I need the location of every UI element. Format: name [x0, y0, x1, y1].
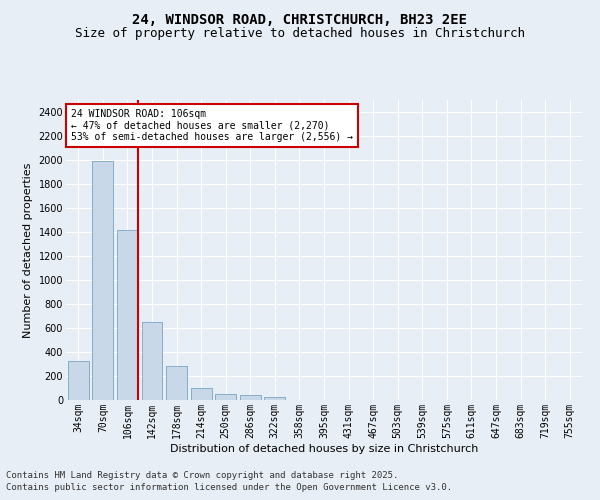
Text: 24 WINDSOR ROAD: 106sqm
← 47% of detached houses are smaller (2,270)
53% of semi: 24 WINDSOR ROAD: 106sqm ← 47% of detache… [71, 109, 353, 142]
Bar [240, 395, 261, 400]
Text: 24, WINDSOR ROAD, CHRISTCHURCH, BH23 2EE: 24, WINDSOR ROAD, CHRISTCHURCH, BH23 2EE [133, 12, 467, 26]
Bar [191, 388, 212, 400]
Y-axis label: Number of detached properties: Number of detached properties [23, 162, 33, 338]
Bar [166, 366, 187, 400]
Bar [117, 230, 138, 400]
Bar [265, 397, 286, 400]
Text: Contains HM Land Registry data © Crown copyright and database right 2025.: Contains HM Land Registry data © Crown c… [6, 471, 398, 480]
Bar [68, 361, 89, 400]
Text: Contains public sector information licensed under the Open Government Licence v3: Contains public sector information licen… [6, 484, 452, 492]
Text: Size of property relative to detached houses in Christchurch: Size of property relative to detached ho… [75, 28, 525, 40]
Bar [142, 322, 163, 400]
X-axis label: Distribution of detached houses by size in Christchurch: Distribution of detached houses by size … [170, 444, 478, 454]
Bar [215, 394, 236, 400]
Bar [92, 161, 113, 400]
